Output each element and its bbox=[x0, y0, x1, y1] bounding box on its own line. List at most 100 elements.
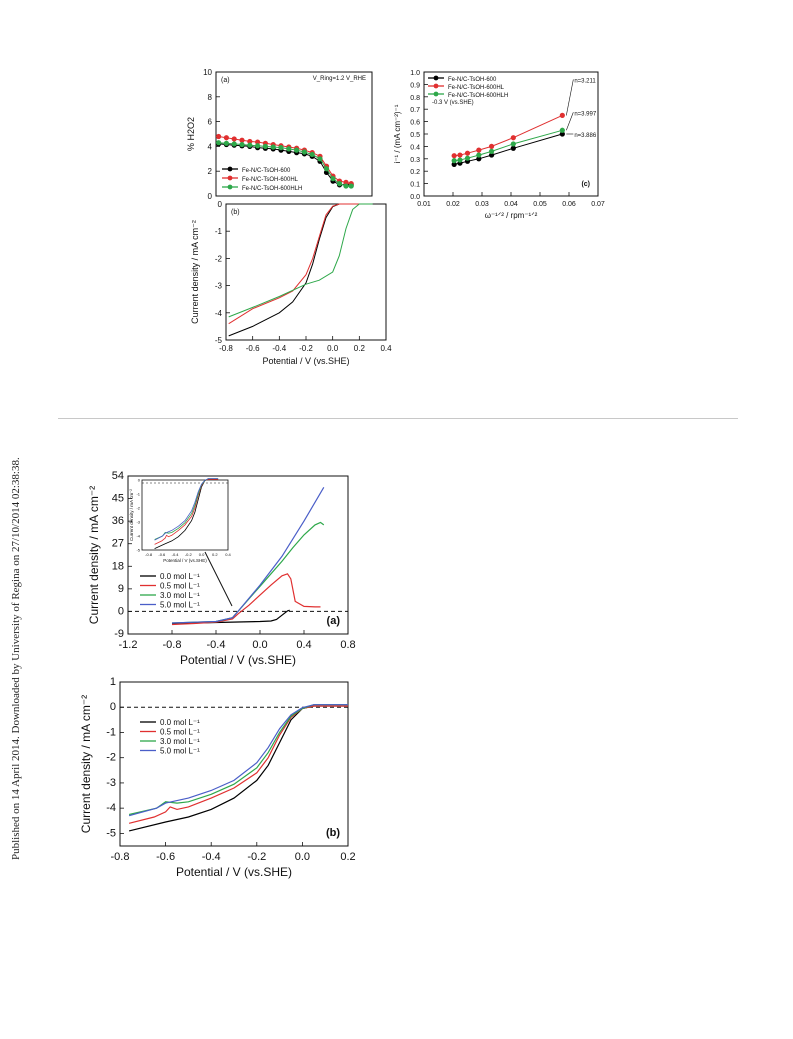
y-tick-label: 0.7 bbox=[410, 107, 420, 114]
data-point bbox=[559, 112, 565, 118]
y-tick-label: -3 bbox=[215, 282, 223, 291]
y-tick-label: 1 bbox=[110, 676, 116, 688]
y-tick-label: -4 bbox=[215, 309, 223, 318]
x-tick-label: -0.6 bbox=[156, 851, 175, 863]
legend-label: 0.5 mol L⁻¹ bbox=[160, 728, 200, 737]
inset-leader bbox=[204, 551, 233, 607]
panel-concentration-b: 1 0 -1 -2 -3 -4 -5 -0.8 -0.6 -0.4 -0.2 0.0 0.2 Potent… bbox=[79, 676, 356, 879]
data-point bbox=[301, 149, 307, 155]
x-tick-label: -0.2 bbox=[247, 851, 266, 863]
series bbox=[228, 203, 373, 318]
x-tick-label: 0.4 bbox=[380, 344, 392, 353]
legend-label: Fe-N/C-TsOH-600HL bbox=[448, 85, 505, 91]
data-point bbox=[216, 140, 222, 146]
data-point bbox=[216, 133, 222, 140]
data-point bbox=[239, 141, 245, 148]
y-tick-label: 18 bbox=[112, 560, 124, 572]
y-tick-label: 27 bbox=[112, 538, 124, 550]
series-line bbox=[171, 573, 321, 626]
series-line bbox=[228, 203, 373, 318]
series bbox=[171, 486, 325, 624]
fit-label: n=3.997 bbox=[574, 111, 597, 117]
data-point bbox=[510, 141, 516, 147]
legend-label: 0.0 mol L⁻¹ bbox=[160, 572, 200, 581]
series-line bbox=[454, 129, 563, 162]
plot-frame bbox=[127, 475, 349, 635]
legend-label: 3.0 mol L⁻¹ bbox=[160, 737, 200, 746]
x-tick-label: 0.2 bbox=[340, 851, 355, 863]
y-tick-label: 54 bbox=[112, 470, 124, 482]
legend-label: Fe-N/C-TsOH-600HLH bbox=[242, 186, 302, 192]
data-point bbox=[294, 147, 300, 153]
panel-concentration-a: -9 0 9 18 27 36 45 54 -1.2 -0.8 -0.4 0.0 0.4 0.8 Poten… bbox=[87, 470, 356, 667]
x-tick-label: 0.0 bbox=[327, 344, 339, 353]
x-tick-label: 0.2 bbox=[354, 344, 366, 353]
inset-y-tick-label: 0 bbox=[138, 478, 141, 483]
inset-x-tick-label: -0.4 bbox=[172, 552, 180, 557]
plot-frame bbox=[225, 203, 387, 341]
y-tick-label: 36 bbox=[112, 515, 124, 527]
data-point bbox=[488, 143, 495, 149]
inset-x-tick-label: -0.6 bbox=[158, 552, 166, 557]
y-tick-label: 4 bbox=[208, 142, 213, 151]
y-axis-label: Current density / mA cm⁻² bbox=[87, 486, 101, 624]
data-point bbox=[476, 152, 482, 158]
series-line bbox=[228, 203, 366, 337]
legend-label: 3.0 mol L⁻¹ bbox=[160, 591, 200, 600]
y-tick-label: 0 bbox=[118, 605, 124, 617]
data-point bbox=[231, 141, 237, 147]
x-tick-label: -0.8 bbox=[163, 639, 182, 651]
section-divider bbox=[58, 418, 738, 419]
legend-marker bbox=[433, 75, 439, 81]
series-line bbox=[128, 705, 348, 824]
legend-label: 5.0 mol L⁻¹ bbox=[160, 747, 200, 756]
data-point bbox=[451, 153, 457, 159]
y-tick-label: 0.3 bbox=[410, 157, 420, 164]
y-tick-label: 6 bbox=[208, 118, 213, 127]
x-tick-label: -0.2 bbox=[299, 344, 313, 353]
y-tick-label: 0 bbox=[110, 701, 116, 713]
x-axis-label: Potential / V (vs.SHE) bbox=[262, 356, 349, 366]
y-tick-label: 0.1 bbox=[410, 182, 420, 189]
data-point bbox=[476, 156, 482, 162]
x-axis-label: ω⁻¹ᐟ² / rpm⁻¹ᐟ² bbox=[485, 211, 538, 220]
data-point bbox=[255, 143, 261, 149]
data-point bbox=[510, 145, 516, 151]
panel-label: (b) bbox=[231, 209, 240, 216]
inset-y-tick-label: -4 bbox=[136, 534, 140, 539]
y-tick-label: -2 bbox=[106, 752, 116, 764]
legend-marker bbox=[227, 166, 233, 172]
panel-annotation: -0.3 V (vs.SHE) bbox=[432, 100, 474, 106]
inset-y-label: Current density / mA cm⁻² bbox=[129, 489, 134, 541]
data-point bbox=[336, 181, 343, 187]
plot-frame bbox=[119, 681, 349, 847]
y-tick-label: 0 bbox=[208, 192, 213, 201]
data-point bbox=[457, 157, 463, 163]
data-point bbox=[559, 131, 565, 137]
data-point bbox=[317, 156, 323, 162]
panel-label: (a) bbox=[327, 615, 341, 627]
legend-label: Fe-N/C-TsOH-600 bbox=[242, 168, 291, 174]
legend-label: 0.0 mol L⁻¹ bbox=[160, 718, 200, 727]
series-line bbox=[171, 486, 325, 624]
series-line bbox=[454, 133, 563, 165]
series bbox=[171, 609, 290, 625]
x-tick-label: 0.4 bbox=[296, 639, 311, 651]
data-point bbox=[286, 146, 292, 152]
y-tick-label: -1 bbox=[106, 726, 116, 738]
y-tick-label: 0.2 bbox=[410, 169, 420, 176]
data-point bbox=[323, 166, 330, 172]
y-tick-label: -2 bbox=[215, 254, 223, 263]
series bbox=[451, 112, 565, 159]
data-point bbox=[309, 151, 315, 158]
x-tick-label: 0.06 bbox=[562, 201, 576, 208]
fit-label: n=3.886 bbox=[574, 133, 597, 139]
inset-x-tick-label: 0.0 bbox=[199, 552, 205, 557]
y-axis-label: % H2O2 bbox=[186, 117, 196, 151]
y-axis-label: i⁻¹ / (mA cm⁻²)⁻¹ bbox=[393, 104, 402, 163]
x-tick-label: 0.07 bbox=[591, 201, 605, 208]
y-tick-label: -1 bbox=[215, 227, 223, 236]
x-tick-label: -1.2 bbox=[119, 639, 138, 651]
panel-h2o2: 0 2 4 6 8 10 % H2O2 (a) V_Ring=1.2 V_RHE Fe-N/C-T… bbox=[186, 68, 373, 201]
